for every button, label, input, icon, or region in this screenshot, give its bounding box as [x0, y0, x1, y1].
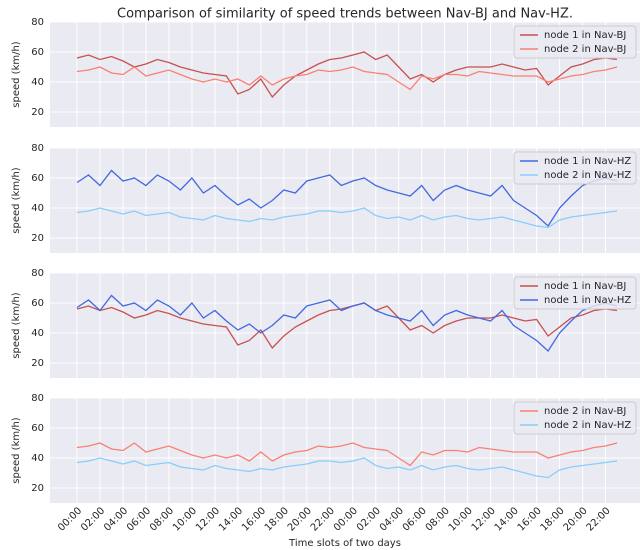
x-tick-label: 00:00 — [56, 505, 84, 533]
legend-label: node 2 in Nav-HZ — [544, 420, 631, 431]
legend-label: node 2 in Nav-BJ — [544, 44, 626, 55]
legend-label: node 1 in Nav-BJ — [544, 281, 626, 292]
y-tick-label: 80 — [31, 268, 44, 279]
y-tick-label: 80 — [31, 393, 44, 404]
y-tick-label: 60 — [31, 423, 44, 434]
y-tick-label: 80 — [31, 17, 44, 28]
x-tick-label: 18:00 — [263, 505, 291, 533]
x-tick-label: 10:00 — [171, 505, 199, 533]
legend-box — [513, 276, 637, 310]
legend-label: node 1 in Nav-HZ — [544, 156, 631, 167]
y-tick-label: 60 — [31, 298, 44, 309]
y-tick-label: 40 — [31, 77, 44, 88]
x-tick-label: 04:00 — [378, 505, 406, 533]
y-axis-label: speed (km/h) — [11, 292, 22, 359]
x-tick-label: 14:00 — [493, 505, 521, 533]
y-axis-label: speed (km/h) — [11, 41, 22, 108]
x-tick-label: 02:00 — [355, 505, 383, 533]
y-axis-label: speed (km/h) — [11, 417, 22, 484]
x-axis-label: Time slots of two days — [288, 538, 401, 549]
x-tick-label: 06:00 — [125, 505, 153, 533]
x-tick-label: 08:00 — [148, 505, 176, 533]
series-line — [76, 302, 618, 350]
series-line — [76, 457, 618, 479]
y-axis-label: speed (km/h) — [11, 167, 22, 234]
y-tick-label: 80 — [31, 143, 44, 154]
x-tick-label: 12:00 — [194, 505, 222, 533]
x-tick-label: 22:00 — [309, 505, 337, 533]
x-tick-label: 02:00 — [79, 505, 107, 533]
x-tick-label: 20:00 — [562, 505, 590, 533]
x-tick-label: 18:00 — [539, 505, 567, 533]
y-tick-label: 20 — [31, 233, 44, 244]
x-tick-label: 22:00 — [585, 505, 613, 533]
legend-label: node 1 in Nav-HZ — [544, 295, 631, 306]
series-line — [76, 66, 618, 91]
legend-box — [513, 401, 637, 435]
x-tick-label: 08:00 — [424, 505, 452, 533]
x-tick-label: 14:00 — [217, 505, 245, 533]
x-tick-label: 16:00 — [240, 505, 268, 533]
series-line — [76, 51, 618, 99]
x-tick-label: 04:00 — [102, 505, 130, 533]
x-tick-label: 10:00 — [447, 505, 475, 533]
x-tick-label: 00:00 — [332, 505, 360, 533]
x-tick-label: 12:00 — [470, 505, 498, 533]
x-tick-label: 06:00 — [401, 505, 429, 533]
series-line — [76, 294, 618, 353]
legend-label: node 2 in Nav-BJ — [544, 406, 626, 417]
chart-title: Comparison of similarity of speed trends… — [117, 7, 573, 22]
y-tick-label: 20 — [31, 107, 44, 118]
x-tick-label: 20:00 — [286, 505, 314, 533]
y-tick-label: 20 — [31, 483, 44, 494]
y-tick-label: 60 — [31, 173, 44, 184]
legend-label: node 1 in Nav-BJ — [544, 30, 626, 41]
y-tick-label: 60 — [31, 47, 44, 58]
series-line — [76, 442, 618, 467]
legend-box — [513, 151, 637, 185]
y-tick-label: 20 — [31, 358, 44, 369]
series-line — [76, 207, 618, 229]
y-tick-label: 40 — [31, 453, 44, 464]
legend-label: node 2 in Nav-HZ — [544, 170, 631, 181]
x-tick-label: 16:00 — [516, 505, 544, 533]
y-tick-label: 40 — [31, 203, 44, 214]
legend-box — [513, 25, 637, 59]
series-line — [76, 169, 618, 228]
y-tick-label: 40 — [31, 328, 44, 339]
